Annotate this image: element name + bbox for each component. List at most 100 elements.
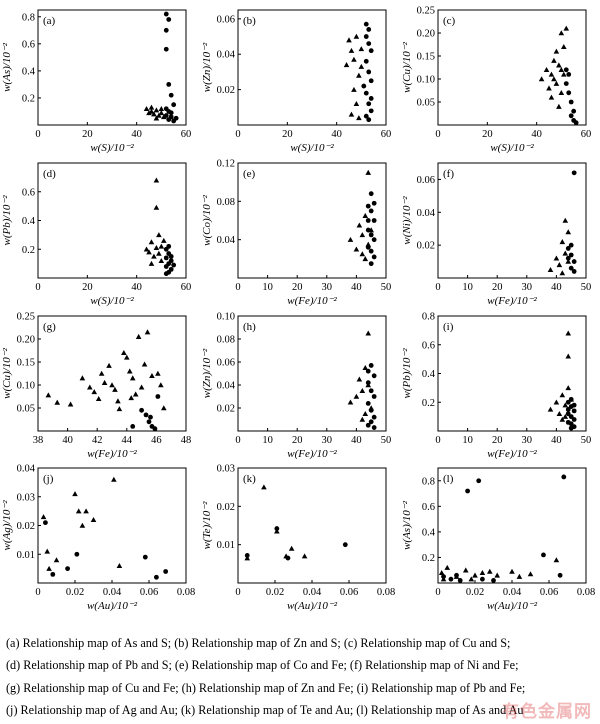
data-point-circle	[363, 113, 369, 119]
data-point-triangle	[288, 545, 295, 551]
data-point-circle	[274, 526, 280, 531]
data-point-triangle	[144, 329, 151, 335]
x-tick-label: 40	[331, 129, 342, 140]
data-point-circle	[163, 106, 169, 112]
x-axis-label: w(Au)/10⁻²	[87, 600, 138, 612]
data-point-triangle	[561, 71, 567, 77]
x-axis-label: w(S)/10⁻²	[90, 295, 134, 307]
data-point-triangle	[546, 85, 552, 91]
data-point-circle	[571, 108, 577, 114]
y-tick-label: 0.04	[217, 381, 236, 392]
data-point-triangle	[556, 410, 563, 416]
scatter-panel-g: 38 40 42 44 46 48 0.05 0.10 0.15 0.20 0.25 w(Fe)/10…	[1, 312, 191, 461]
x-tick-label: 30	[322, 282, 333, 293]
x-axis-label: w(S)/10⁻²	[290, 142, 334, 154]
y-tick-label: 0.01	[17, 550, 35, 561]
x-tick-label: 20	[492, 282, 503, 293]
x-tick-label: 20	[492, 435, 503, 446]
y-tick-label: 0.8	[22, 12, 35, 23]
data-point-triangle	[565, 258, 572, 264]
y-tick-label: 0.10	[417, 75, 435, 86]
data-point-circle	[163, 264, 169, 269]
x-tick-label: 38	[33, 435, 44, 446]
data-point-circle	[163, 27, 169, 33]
data-point-triangle	[126, 368, 133, 374]
data-point-triangle	[551, 57, 557, 63]
data-point-triangle	[138, 384, 145, 390]
data-point-triangle	[353, 393, 360, 399]
plot-frame	[37, 9, 187, 126]
x-tick-label: 10	[262, 435, 273, 446]
data-point-circle	[152, 426, 158, 432]
plot-frame	[37, 315, 187, 432]
data-point-circle	[368, 232, 374, 238]
plot-frame	[437, 9, 587, 126]
caption-line: (j) Relationship map of Ag and Au; (k) R…	[6, 703, 524, 718]
data-point-circle	[368, 96, 374, 101]
data-point-triangle	[146, 110, 152, 116]
data-point-triangle	[565, 385, 572, 391]
data-point-circle	[371, 237, 377, 243]
scatter-panel-l: 0 0.02 0.04 0.06 0.08 0.2 0.4 0.6 0.8 w(Au)/10⁻² w…	[401, 467, 595, 612]
x-tick-label: 20	[482, 129, 493, 140]
y-tick-label: 0.05	[417, 98, 435, 109]
data-point-triangle	[559, 416, 566, 422]
data-point-triangle	[143, 105, 150, 112]
panel-label: (j)	[43, 473, 54, 485]
data-point-triangle	[553, 399, 560, 405]
data-point-triangle	[155, 370, 161, 376]
panel-label: (h)	[243, 321, 256, 333]
data-point-circle	[571, 402, 577, 408]
scatter-panel-h: 0 10 20 30 40 50 0.02 0.04 0.06 0.08 0.10 w(Fe)/10⁻…	[201, 312, 391, 461]
y-tick-label: 0.10	[217, 312, 235, 323]
data-point-circle	[163, 569, 169, 574]
y-tick-label: 0.05	[17, 404, 35, 415]
data-point-circle	[130, 424, 136, 429]
data-point-circle	[568, 113, 574, 119]
data-point-circle	[368, 261, 374, 267]
data-point-triangle	[556, 262, 563, 268]
y-tick-label: 0.4	[22, 216, 36, 227]
data-point-circle	[454, 572, 459, 578]
figure-panels: 0 20 40 60 0.2 0.4 0.6 0.8 w(S)/10⁻² w(As)/10⁻² (a…	[1, 6, 595, 613]
data-point-circle	[171, 102, 177, 108]
data-point-circle	[363, 90, 369, 96]
y-tick-label: 0.6	[22, 187, 35, 198]
data-point-circle	[566, 72, 572, 77]
data-point-circle	[166, 17, 172, 22]
caption-line: (d) Relationship map of Pb and S; (e) Re…	[6, 658, 519, 673]
x-tick-label: 48	[181, 435, 192, 446]
data-point-circle	[371, 394, 377, 399]
data-point-circle	[457, 578, 463, 583]
data-point-circle	[568, 421, 574, 427]
x-tick-label: 0	[435, 282, 440, 293]
data-point-triangle	[468, 576, 475, 582]
data-point-triangle	[44, 548, 51, 554]
data-point-triangle	[348, 47, 355, 53]
data-point-triangle	[121, 350, 127, 356]
data-point-triangle	[46, 565, 52, 571]
data-point-circle	[368, 78, 374, 84]
data-point-circle	[568, 425, 574, 431]
data-point-circle	[568, 414, 574, 420]
data-point-triangle	[244, 555, 251, 561]
data-point-triangle	[148, 104, 155, 110]
data-point-triangle	[87, 384, 93, 390]
data-point-triangle	[158, 243, 165, 249]
x-tick-label: 40	[351, 435, 362, 446]
data-point-circle	[363, 34, 369, 39]
y-axis-label: w(Co)/10⁻²	[201, 194, 213, 245]
data-point-triangle	[353, 100, 360, 107]
x-tick-label: 0.04	[103, 587, 122, 598]
data-point-triangle	[274, 528, 280, 534]
data-point-triangle	[83, 508, 89, 514]
data-point-circle	[368, 388, 374, 394]
plot-frame	[37, 467, 187, 584]
x-tick-label: 50	[581, 435, 592, 446]
data-point-circle	[573, 120, 579, 126]
data-point-circle	[168, 110, 174, 116]
panel-label: (l)	[443, 473, 454, 485]
x-tick-label: 0.06	[140, 587, 158, 598]
data-point-triangle	[356, 72, 362, 78]
data-point-triangle	[343, 62, 350, 68]
